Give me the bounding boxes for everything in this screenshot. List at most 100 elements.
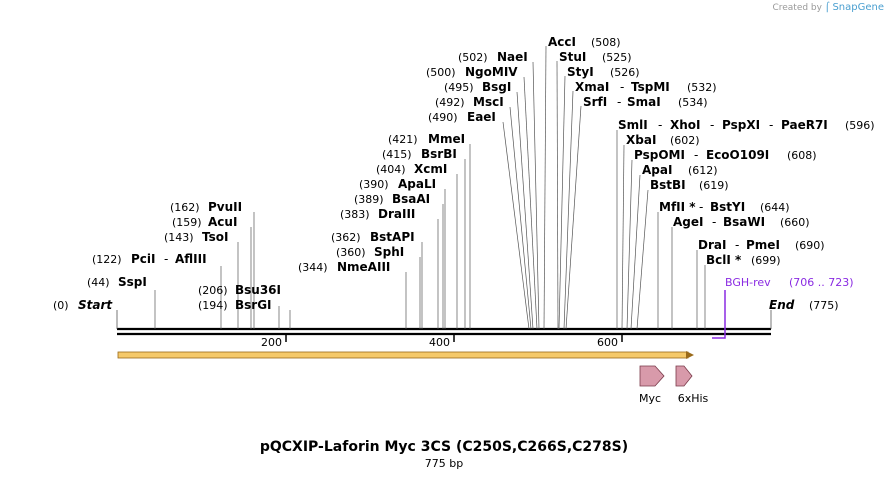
site-leader <box>630 174 641 330</box>
site-name: XbaI <box>626 133 656 147</box>
site-pos: (699) <box>751 254 781 267</box>
site-pos: (362) <box>331 231 361 244</box>
site-name: BsaAI <box>392 192 430 206</box>
start-label: Start <box>78 298 113 312</box>
site-name: XhoI <box>670 118 701 132</box>
site-draiii[interactable]: (383) DraIII <box>340 207 439 329</box>
site-separator: - <box>710 118 714 132</box>
site-leader <box>636 189 649 330</box>
site-bcli[interactable]: BclI * (699) <box>704 253 781 329</box>
restriction-sites: (44) SspI (122) PciI - AflIII (143) TsoI… <box>87 35 875 330</box>
site-name: NgoMIV <box>465 65 518 79</box>
site-smli-xhoi-pspxi-paer7i[interactable]: SmlI - XhoI - PspXI - PaeR7I (596) <box>616 118 875 329</box>
site-pos: (500) <box>426 66 456 79</box>
credit-brand: SnapGene <box>832 2 884 13</box>
site-pos: (143) <box>164 231 194 244</box>
site-name: MscI <box>473 95 504 109</box>
site-name: MfII * <box>659 200 696 214</box>
site-leader <box>543 45 547 330</box>
primer-name: BGH-rev <box>725 276 771 289</box>
site-name: BsrBI <box>421 147 457 161</box>
snapgene-logo-icon: ⌠ <box>824 3 830 13</box>
orf-arrow[interactable] <box>117 351 694 359</box>
site-leader <box>558 75 566 330</box>
site-pcii-afliii[interactable]: (122) PciI - AflIII <box>92 252 222 329</box>
site-acui[interactable]: (159) AcuI <box>172 215 252 329</box>
feature-6xhis[interactable]: 6xHis <box>675 365 709 405</box>
site-apali[interactable]: (390) ApaLI <box>359 177 446 329</box>
site-pos: (526) <box>610 66 640 79</box>
site-eaei[interactable]: (490) EaeI <box>428 110 530 330</box>
site-bstapi[interactable]: (362) BstAPI <box>331 230 423 329</box>
site-pos: (194) <box>198 299 228 312</box>
site-pos: (502) <box>458 51 488 64</box>
primer-bgh-rev[interactable]: BGH-rev (706 .. 723) <box>712 276 854 339</box>
map-length: 775 bp <box>424 457 464 470</box>
site-pos: (602) <box>670 134 700 147</box>
site-leader <box>626 159 633 330</box>
site-separator: - <box>658 118 662 132</box>
site-stui[interactable]: StuI (525) <box>556 50 632 330</box>
site-leader <box>556 60 559 330</box>
site-mfii-bstyi[interactable]: MfII * - BstYI (644) <box>657 200 790 329</box>
orf-arrow-head <box>686 351 694 359</box>
site-pos: (608) <box>787 149 817 162</box>
site-pos: (390) <box>359 178 389 191</box>
site-pos: (404) <box>376 163 406 176</box>
site-bstbi[interactable]: BstBI (619) <box>636 178 729 330</box>
site-bsgi[interactable]: (495) BsgI <box>444 80 534 330</box>
site-xmai-tspmi[interactable]: XmaI - TspMI (532) <box>563 80 717 330</box>
site-name: AcuI <box>208 215 237 229</box>
orf-bar <box>117 351 689 359</box>
site-name: TsoI <box>202 230 228 244</box>
site-leader <box>502 121 530 330</box>
site-apai[interactable]: ApaI (612) <box>630 163 718 330</box>
site-name: StuI <box>559 50 586 64</box>
site-pos: (644) <box>760 201 790 214</box>
site-agei-bsawi[interactable]: AgeI - BsaWI (660) <box>671 215 810 329</box>
site-separator: - <box>620 80 624 94</box>
site-pos: (421) <box>388 133 418 146</box>
site-pvuii[interactable]: (162) PvuII <box>170 200 255 329</box>
site-msci[interactable]: (492) MscI <box>435 95 532 330</box>
site-tsoi[interactable]: (143) TsoI <box>164 230 239 329</box>
site-name: SrfI <box>583 95 607 109</box>
site-bsrgi[interactable]: (194) BsrGI <box>198 298 280 329</box>
site-bsu36i[interactable]: (206) Bsu36I <box>198 283 291 329</box>
site-naei[interactable]: (502) NaeI <box>458 50 540 330</box>
site-name: EcoO109I <box>706 148 769 162</box>
site-pos: (389) <box>354 193 384 206</box>
site-name: PvuII <box>208 200 242 214</box>
site-xbai[interactable]: XbaI (602) <box>621 133 700 330</box>
site-pspomi-ecoo109i[interactable]: PspOMI - EcoO109I (608) <box>626 148 817 330</box>
site-pos: (532) <box>687 81 717 94</box>
start-marker: (0) Start <box>53 298 118 329</box>
site-separator: - <box>164 252 168 266</box>
site-acci[interactable]: AccI (508) <box>543 35 621 330</box>
site-ngomiv[interactable]: (500) NgoMIV <box>426 65 538 330</box>
feature-myc[interactable]: Myc <box>639 365 665 405</box>
site-sspi[interactable]: (44) SspI <box>87 275 156 329</box>
site-pos: (619) <box>699 179 729 192</box>
site-leader <box>516 91 534 330</box>
site-mmei[interactable]: (421) MmeI <box>388 132 471 329</box>
site-name: PmeI <box>746 238 780 252</box>
sequence-map: 200 400 600 Myc 6xHis BGH-rev (706 .. 72… <box>53 35 875 405</box>
site-name: XcmI <box>414 162 447 176</box>
site-pos: (612) <box>688 164 718 177</box>
site-pos: (534) <box>678 96 708 109</box>
map-title: pQCXIP-Laforin Myc 3CS (C250S,C266S,C278… <box>259 439 629 455</box>
site-xcmi[interactable]: (404) XcmI <box>376 162 458 329</box>
site-pos: (344) <box>298 261 328 274</box>
site-styi[interactable]: StyI (526) <box>558 65 640 330</box>
site-drai-pmei[interactable]: DraI - PmeI (690) <box>696 238 825 329</box>
site-bsaai[interactable]: (389) BsaAI <box>354 192 444 329</box>
site-sphi[interactable]: (360) SphI <box>336 245 421 329</box>
site-name: SmlI <box>618 118 648 132</box>
site-srfi-smai[interactable]: SrfI - SmaI (534) <box>565 95 708 330</box>
site-bsrbi[interactable]: (415) BsrBI <box>382 147 466 329</box>
site-separator: - <box>712 215 716 229</box>
site-separator: - <box>699 200 703 214</box>
site-name: BsrGI <box>235 298 272 312</box>
site-nmeaiii[interactable]: (344) NmeAIII <box>298 260 407 329</box>
